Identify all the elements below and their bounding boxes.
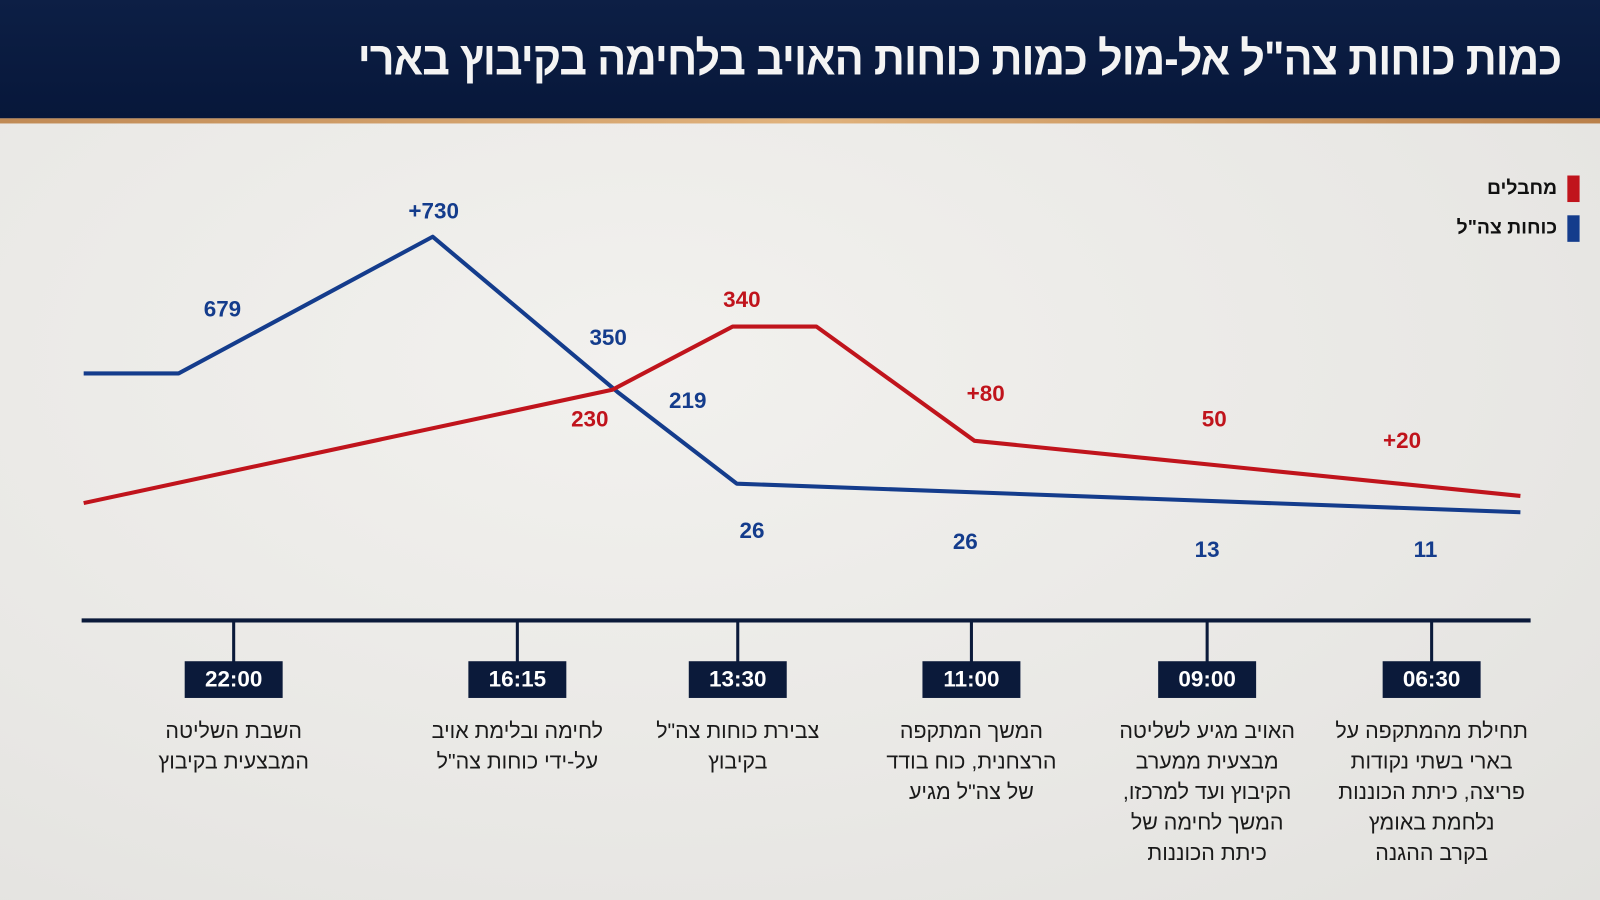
legend-label: מחבלים <box>1486 177 1558 199</box>
data-label: 350 <box>589 325 626 350</box>
header-divider <box>0 118 1600 124</box>
legend-item-idf: כוחות צה"ל <box>1457 215 1580 242</box>
time-label: 06:30 <box>1382 661 1481 698</box>
event-description: השבת השליטה המבצעית בקיבוץ <box>158 719 309 774</box>
chart-title: כמות כוחות צה"ל אל-מול כמות כוחות האויב … <box>357 31 1562 85</box>
event-description: המשך המתקפה הרצחנית, כוח בודד של צה"ל מג… <box>886 719 1057 805</box>
event-description: האויב מגיע לשליטה מבצעית ממערב הקיבוץ וע… <box>1119 719 1295 866</box>
legend-swatch-red <box>1567 175 1580 203</box>
time-label: 13:30 <box>688 661 787 698</box>
data-label: 679 <box>204 296 241 321</box>
data-label: +80 <box>967 381 1005 406</box>
data-label: +20 <box>1383 428 1421 453</box>
data-label: 50 <box>1202 407 1227 432</box>
series-line-idf <box>83 234 1521 515</box>
time-label: 09:00 <box>1158 661 1257 698</box>
data-label: 26 <box>740 518 765 543</box>
legend-item-terrorists: מחבלים <box>1486 175 1580 203</box>
data-label: 219 <box>669 388 706 413</box>
series-line-terrorists <box>83 324 1521 506</box>
time-label: 22:00 <box>184 661 283 698</box>
data-label: 26 <box>953 529 978 554</box>
time-label: 11:00 <box>922 661 1021 698</box>
legend-swatch-blue <box>1567 215 1580 242</box>
data-label: 13 <box>1195 537 1220 562</box>
time-label: 16:15 <box>468 661 567 698</box>
data-label: 11 <box>1414 537 1438 562</box>
data-label: 230 <box>571 407 608 432</box>
data-label: 340 <box>723 287 760 312</box>
event-description: לחימה ובלימת אויב על-ידי כוחות צה"ל <box>431 719 604 774</box>
event-description: תחילת מהמתקפה על בארי בשתי נקודות פריצה,… <box>1335 719 1528 866</box>
data-label: +730 <box>408 198 459 223</box>
event-description: צבירת כוחות צה"ל בקיבוץ <box>656 719 820 774</box>
legend-label: כוחות צה"ל <box>1456 217 1558 239</box>
header: כמות כוחות צה"ל אל-מול כמות כוחות האויב … <box>0 0 1600 119</box>
